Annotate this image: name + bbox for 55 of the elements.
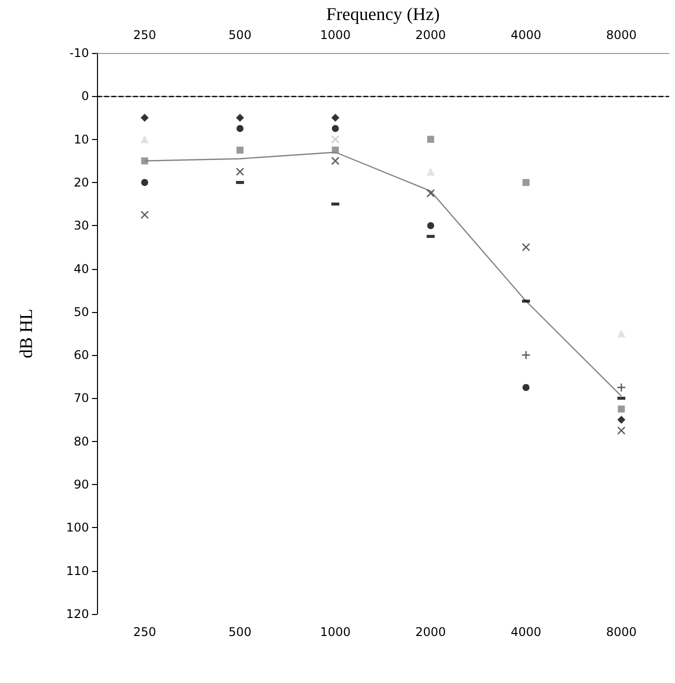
point bbox=[522, 384, 530, 391]
category-label: 2000 bbox=[415, 28, 446, 42]
point bbox=[140, 210, 149, 219]
category-label: 250 bbox=[133, 28, 156, 42]
category-label: 500 bbox=[228, 28, 252, 42]
y-tick-label: 120 bbox=[66, 607, 89, 621]
point bbox=[236, 114, 244, 122]
x-tick-label: 2000 bbox=[415, 625, 446, 639]
point bbox=[522, 178, 530, 186]
y-tick-label: 80 bbox=[74, 434, 89, 448]
category-label: 1000 bbox=[320, 28, 351, 42]
point bbox=[331, 135, 340, 144]
point bbox=[332, 146, 339, 154]
point bbox=[427, 136, 434, 143]
category-label: 4000 bbox=[510, 28, 542, 42]
point bbox=[331, 114, 340, 122]
y-tick-label: 0 bbox=[81, 89, 89, 104]
y-axis-title: dB HL bbox=[16, 308, 36, 358]
point bbox=[236, 125, 244, 132]
point bbox=[141, 178, 148, 186]
y-tick-label: 10 bbox=[74, 132, 89, 146]
x-tick-label: 1000 bbox=[320, 625, 351, 639]
y-tick-label: 110 bbox=[66, 564, 89, 578]
y-tick-label: 90 bbox=[74, 478, 89, 492]
point bbox=[140, 114, 149, 122]
x-tick-label: 500 bbox=[228, 625, 252, 639]
point bbox=[616, 382, 626, 392]
point bbox=[236, 146, 244, 154]
x-tick-label: 250 bbox=[133, 625, 156, 639]
y-tick-label: 50 bbox=[74, 304, 89, 319]
y-tick-label: 20 bbox=[74, 175, 89, 190]
y-tick-label: 60 bbox=[74, 348, 89, 362]
point bbox=[617, 426, 626, 435]
point bbox=[426, 168, 435, 176]
y-tick-label: 70 bbox=[74, 391, 89, 406]
point bbox=[522, 243, 530, 252]
x-axis-title: Frequency (Hz) bbox=[326, 4, 440, 24]
x-tick-label: 4000 bbox=[510, 625, 542, 639]
point bbox=[618, 406, 625, 413]
x-tick-label: 8000 bbox=[606, 625, 637, 639]
point bbox=[426, 189, 435, 198]
point bbox=[140, 135, 149, 144]
y-tick-label: 40 bbox=[74, 262, 89, 276]
y-tick-label: -10 bbox=[69, 46, 89, 60]
point bbox=[617, 416, 626, 424]
category-label: 8000 bbox=[606, 28, 637, 42]
point bbox=[427, 222, 434, 230]
point bbox=[617, 330, 626, 338]
point bbox=[521, 350, 531, 360]
point bbox=[332, 125, 339, 132]
y-tick-label: 100 bbox=[66, 520, 89, 535]
point bbox=[141, 157, 148, 164]
point bbox=[236, 168, 244, 176]
y-tick-label: 30 bbox=[74, 218, 89, 233]
point bbox=[331, 156, 340, 166]
